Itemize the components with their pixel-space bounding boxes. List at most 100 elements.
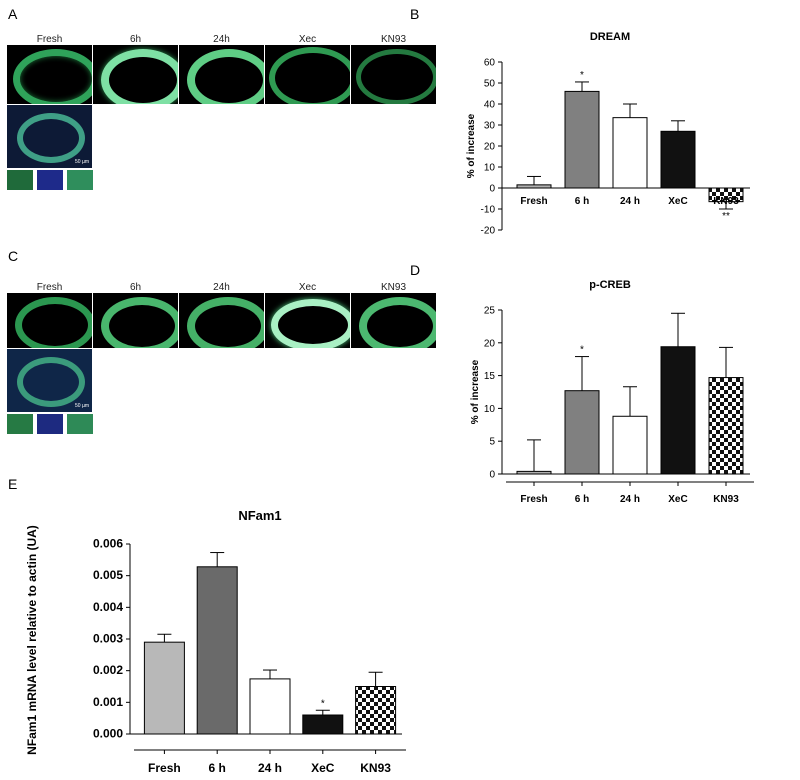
bar xyxy=(355,686,397,735)
micrograph-a-xec: Xec xyxy=(265,34,351,104)
significance-mark: * xyxy=(321,698,325,709)
panel-letter-a: A xyxy=(8,6,18,22)
panel-letter-d: D xyxy=(410,262,421,278)
micrograph-label: KN93 xyxy=(351,282,436,293)
bar xyxy=(612,415,648,475)
micrograph-c-6h: 6h xyxy=(93,282,179,348)
significance-mark: * xyxy=(580,345,584,356)
micrograph-c-kn93: KN93 xyxy=(351,282,437,348)
category-label: 24 h xyxy=(620,494,640,505)
panel-letter-e: E xyxy=(8,476,18,492)
y-tick-label: 0.003 xyxy=(93,632,123,646)
y-tick-label: 0 xyxy=(489,470,495,481)
panel-letter-b: B xyxy=(410,6,420,22)
y-tick-label: 50 xyxy=(484,79,496,90)
bar xyxy=(196,566,238,735)
bar xyxy=(143,641,185,735)
inset-a-3 xyxy=(67,170,94,190)
bar xyxy=(516,184,552,189)
micrograph-c-fresh: Fresh xyxy=(7,282,93,348)
chart-title: DREAM xyxy=(590,31,630,43)
micrograph-a-24h: 24h xyxy=(179,34,265,104)
y-tick-label: 0.001 xyxy=(93,695,123,709)
y-tick-label: 0 xyxy=(489,184,495,195)
y-tick-label: 20 xyxy=(484,338,496,349)
micrograph-label: Fresh xyxy=(7,282,92,293)
y-tick-label: 0.004 xyxy=(93,600,123,614)
inset-c-1 xyxy=(7,414,34,434)
category-label: XeC xyxy=(668,494,687,505)
y-axis-label: % of increase xyxy=(466,113,477,178)
y-tick-label: 0.005 xyxy=(93,568,123,582)
y-tick-label: 20 xyxy=(484,142,496,153)
y-axis-label: % of increase xyxy=(470,359,481,424)
inset-c-2 xyxy=(37,414,64,434)
p-creb-bar-chart: p-CREB % of increase 0 5 10 15 20 25 Fresh * 6 h 24… xyxy=(470,279,754,505)
category-label: KN93 xyxy=(360,761,391,775)
chart-title: NFam1 xyxy=(238,508,281,523)
micrograph-label: KN93 xyxy=(351,34,436,45)
significance-mark: * xyxy=(580,70,584,81)
dream-bar-chart: DREAM % of increase -20 -10 0 10 20 30 40 50 60 Fre… xyxy=(466,31,750,237)
y-tick-label: 0.002 xyxy=(93,663,123,677)
micrograph-label: 24h xyxy=(179,34,264,45)
scale-bar-label: 50 µm xyxy=(75,159,89,165)
y-tick-label: 10 xyxy=(484,163,496,174)
bar xyxy=(302,714,344,735)
category-label: Fresh xyxy=(520,196,547,207)
micrograph-label: 24h xyxy=(179,282,264,293)
y-tick-label: 0.006 xyxy=(93,537,123,551)
category-label: KN93 xyxy=(713,196,739,207)
micrograph-a-fresh: Fresh xyxy=(7,34,93,104)
micrograph-label: Fresh xyxy=(7,34,92,45)
y-tick-label: 15 xyxy=(484,371,496,382)
image-row-c: Fresh 6h 24h Xec KN93 xyxy=(7,282,437,348)
y-tick-label: -20 xyxy=(481,226,496,237)
category-label: 6 h xyxy=(575,494,589,505)
bar xyxy=(612,117,648,189)
bar xyxy=(564,390,600,475)
inset-a-2 xyxy=(37,170,64,190)
y-tick-label: 5 xyxy=(489,437,495,448)
chart-title: p-CREB xyxy=(589,279,631,291)
category-label: XeC xyxy=(668,196,687,207)
micrograph-c-xec: Xec xyxy=(265,282,351,348)
micrograph-label: 6h xyxy=(93,34,178,45)
bar xyxy=(660,130,696,189)
micrograph-a-6h: 6h xyxy=(93,34,179,104)
category-label: Fresh xyxy=(148,761,181,775)
y-tick-label: 30 xyxy=(484,121,496,132)
micrograph-label: Xec xyxy=(265,282,350,293)
y-tick-label: 25 xyxy=(484,306,496,317)
y-tick-label: 40 xyxy=(484,100,496,111)
inset-c-3 xyxy=(67,414,94,434)
micrograph-c-24h: 24h xyxy=(179,282,265,348)
bar xyxy=(708,377,744,475)
category-label: Fresh xyxy=(520,494,547,505)
inset-a-1 xyxy=(7,170,34,190)
significance-mark: ** xyxy=(722,211,730,222)
category-label: 6 h xyxy=(209,761,226,775)
category-label: 24 h xyxy=(620,196,640,207)
category-label: 6 h xyxy=(575,196,589,207)
category-label: XeC xyxy=(311,761,335,775)
y-tick-label: 10 xyxy=(484,404,496,415)
y-tick-label: 0.000 xyxy=(93,727,123,741)
category-label: KN93 xyxy=(713,494,739,505)
micrograph-label: 6h xyxy=(93,282,178,293)
bar xyxy=(660,346,696,475)
y-tick-label: 60 xyxy=(484,58,496,69)
micrograph-a-merged: 50 µm xyxy=(7,105,93,168)
nfam1-bar-chart: NFam1 NFam1 mRNA level relative to actin … xyxy=(25,508,406,775)
image-row-a: Fresh 6h 24h Xec KN93 xyxy=(7,34,437,104)
category-label: 24 h xyxy=(258,761,282,775)
micrograph-c-merged: 50 µm xyxy=(7,349,93,412)
bar xyxy=(249,678,291,735)
bar xyxy=(516,470,552,475)
micrograph-a-kn93: KN93 xyxy=(351,34,437,104)
scale-bar-label: 50 µm xyxy=(75,403,89,409)
panel-letter-c: C xyxy=(8,248,19,264)
y-tick-label: -10 xyxy=(481,205,496,216)
y-axis-label: NFam1 mRNA level relative to actin (UA) xyxy=(25,525,39,755)
micrograph-label: Xec xyxy=(265,34,350,45)
